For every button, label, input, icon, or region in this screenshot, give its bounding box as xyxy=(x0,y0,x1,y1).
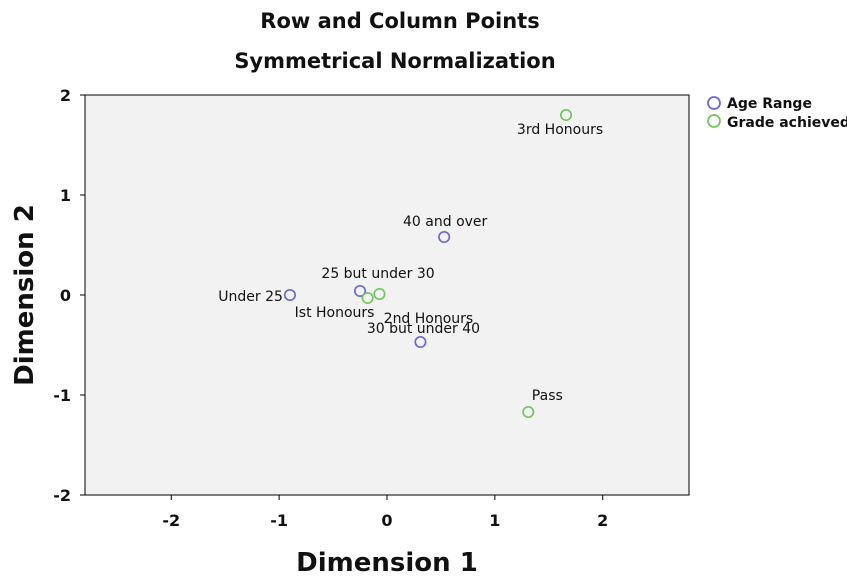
y-axis-label: Dimension 2 xyxy=(10,204,40,386)
x-tick-label-0: -2 xyxy=(162,511,180,530)
x-axis: -2 -1 0 1 2 xyxy=(162,495,608,530)
x-tick-label-2: 0 xyxy=(381,511,392,530)
point-label-25-but-under-30: 25 but under 30 xyxy=(321,266,434,282)
point-label-3rd-honours: 3rd Honours xyxy=(517,122,603,138)
legend-marker-age-range xyxy=(707,96,721,110)
legend-label-age-range: Age Range xyxy=(727,96,812,112)
y-tick-label-0: 2 xyxy=(60,86,71,105)
point-2nd-honours xyxy=(373,287,386,301)
legend-label-grade-achieved: Grade achieved xyxy=(727,115,847,131)
y-tick-label-1: 1 xyxy=(60,186,71,205)
point-40-and-over xyxy=(438,230,451,244)
point-pass xyxy=(522,405,535,419)
legend-marker-grade-achieved xyxy=(707,114,721,128)
chart-title: Row and Column Points xyxy=(260,9,539,33)
y-axis: 2 1 0 -1 -2 xyxy=(53,86,85,505)
point-label-2nd-honours: 2nd Honours xyxy=(384,311,474,327)
point-under-25 xyxy=(283,288,296,302)
point-label-ist-honours: Ist Honours xyxy=(295,305,375,321)
x-tick-label-1: -1 xyxy=(270,511,288,530)
point-30-but-under-40 xyxy=(414,335,427,349)
x-tick-label-4: 2 xyxy=(597,511,608,530)
y-tick-label-2: 0 xyxy=(60,286,71,305)
points-layer: Under 25 25 but under 30 30 but under 40 40… xyxy=(218,108,603,419)
point-25-but-under-30 xyxy=(353,284,367,298)
point-ist-honours xyxy=(361,291,374,305)
point-label-30-but-under-40: 30 but under 40 xyxy=(367,321,480,337)
chart-subtitle: Symmetrical Normalization xyxy=(234,49,555,73)
y-tick-label-3: -1 xyxy=(53,386,71,405)
point-3rd-honours xyxy=(559,108,573,122)
y-tick-label-4: -2 xyxy=(53,486,71,505)
plot-area xyxy=(84,94,690,496)
point-label-under-25: Under 25 xyxy=(218,289,283,305)
x-tick-label-3: 1 xyxy=(489,511,500,530)
legend: Age Range Grade achieved xyxy=(707,96,847,131)
point-label-pass: Pass xyxy=(532,388,563,404)
x-axis-label: Dimension 1 xyxy=(296,548,478,578)
point-label-40-and-over: 40 and over xyxy=(403,214,488,230)
